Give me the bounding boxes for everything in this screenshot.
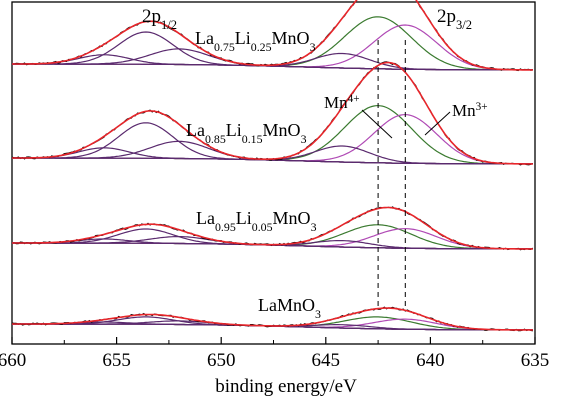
label-mn4: Mn4+	[324, 93, 360, 112]
envelope-line	[12, 307, 533, 331]
envelope-line	[12, 0, 533, 71]
x-axis: 660 655 650 645 640 635	[0, 337, 549, 371]
sample-label: LaMnO3	[258, 295, 321, 321]
x-tick-label: 645	[312, 350, 341, 371]
component-satellite-2p1-2	[12, 147, 533, 165]
component-satellite-2p1-2	[12, 54, 533, 71]
sample-label: La0.75Li0.25MnO3	[195, 28, 316, 54]
x-tick-label: 660	[0, 350, 26, 371]
sample-label: La0.95Li0.05MnO3	[196, 208, 317, 234]
x-tick-label: 650	[207, 350, 236, 371]
mn4-pointer	[361, 109, 393, 139]
annotations: 2p1/2 2p3/2 Mn4+ Mn3+ La0.75Li0.25MnO3 La0.85…	[142, 6, 488, 321]
background-line	[12, 242, 533, 250]
sample-label: La0.85Li0.15MnO3	[186, 120, 307, 146]
plot-frame	[11, 1, 536, 345]
x-tick-label: 655	[102, 350, 131, 371]
envelope-line	[12, 61, 533, 165]
label-mn3: Mn3+	[452, 101, 488, 120]
label-2p32: 2p3/2	[437, 6, 472, 32]
x-tick-label: 635	[521, 350, 550, 371]
reference-lines	[377, 40, 406, 310]
x-tick-label: 640	[416, 350, 445, 371]
component-mn4-2p1-2	[12, 316, 533, 331]
envelope-line	[12, 206, 533, 250]
label-2p12: 2p1/2	[142, 6, 177, 32]
mn3-pointer	[424, 111, 451, 136]
x-axis-label: binding energy/eV	[215, 376, 357, 397]
spectra-traces	[11, 0, 534, 332]
